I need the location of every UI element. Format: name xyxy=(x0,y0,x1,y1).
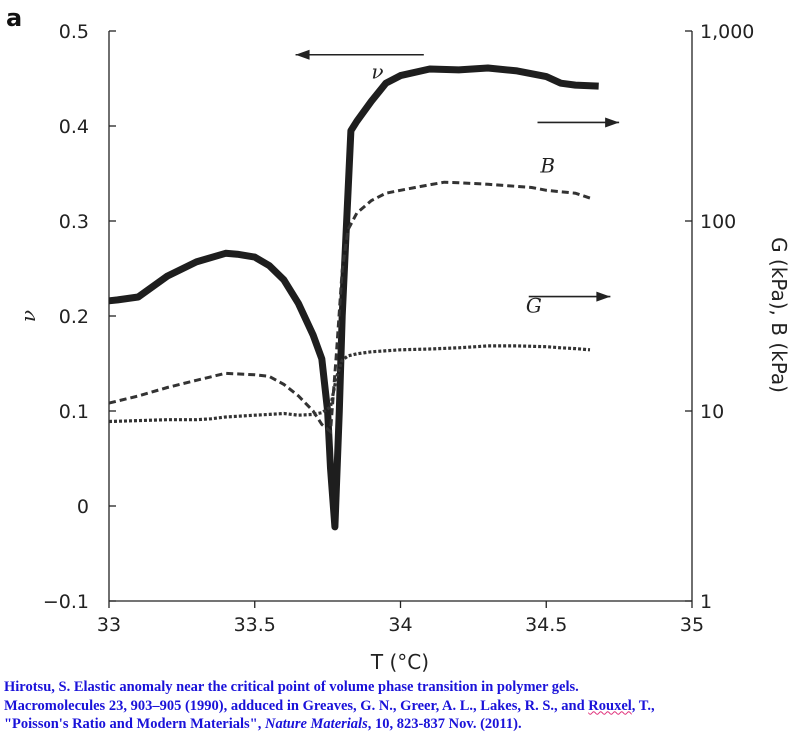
citation-caption: Hirotsu, S. Elastic anomaly near the cri… xyxy=(4,678,784,734)
x-tick-label-33: 33 xyxy=(97,614,121,636)
right-tick-label-100: 100 xyxy=(700,211,736,233)
left-tick-label-0-2: 0.2 xyxy=(59,306,89,328)
axis-arrow-1 xyxy=(537,117,620,128)
chart: 33 33.5 34 34.5 35 −0.1 0 0.1 0.2 0.3 0.4 0.5 1 10 100… xyxy=(6,4,791,674)
left-axis-title: ν xyxy=(16,310,40,322)
right-tick-label-1: 1 xyxy=(700,591,712,613)
caption-line-1: Hirotsu, S. Elastic anomaly near the cri… xyxy=(4,679,579,695)
ticks: 33 33.5 34 34.5 35 −0.1 0 0.1 0.2 0.3 0.4 0.5 1 10 100… xyxy=(43,21,755,636)
caption-line-2-text: Macromolecules 23, 903–905 (1990), adduc… xyxy=(4,697,589,714)
x-axis-title: T (°C) xyxy=(370,650,429,674)
left-tick-label-0-3: 0.3 xyxy=(59,211,89,233)
left-tick-label-0: 0 xyxy=(77,496,89,518)
series-label-nu: ν xyxy=(371,60,383,84)
x-tick-label-34-5: 34.5 xyxy=(525,614,567,636)
caption-title: "Poisson's Ratio and Modern Materials", xyxy=(4,716,265,732)
caption-journal: Nature Materials xyxy=(265,716,368,732)
left-tick-label-0-1: 0.1 xyxy=(59,401,89,423)
right-tick-label-1000: 1,000 xyxy=(700,21,754,43)
right-tick-label-10: 10 xyxy=(700,401,724,423)
right-axis-title: G (kPa), B (kPa) xyxy=(767,237,791,393)
x-tick-label-34: 34 xyxy=(388,614,412,636)
caption-author-rouxel: Rouxel xyxy=(588,697,632,714)
series-label-G: G xyxy=(526,293,542,317)
caption-line-2-end: , T., xyxy=(631,697,655,714)
axes xyxy=(108,31,693,602)
series-line-G xyxy=(108,344,591,424)
series-label-B: B xyxy=(539,153,555,177)
series-line-B xyxy=(108,180,591,435)
annotations: ν B G xyxy=(295,49,620,317)
series-line-nu xyxy=(108,64,599,531)
panel-letter: a xyxy=(6,4,22,32)
left-tick-label-0-1: −0.1 xyxy=(43,591,89,613)
caption-line-2: Macromolecules 23, 903–905 (1990), adduc… xyxy=(4,697,784,716)
left-tick-label-0-4: 0.4 xyxy=(59,116,89,138)
series xyxy=(108,64,599,531)
axis-arrow-0 xyxy=(295,49,424,60)
caption-line-3: "Poisson's Ratio and Modern Materials", … xyxy=(4,715,784,734)
x-tick-label-33-5: 33.5 xyxy=(234,614,276,636)
left-tick-label-0-5: 0.5 xyxy=(59,21,89,43)
axis-arrow-2 xyxy=(528,291,611,302)
caption-volume: , 10, 823-837 Nov. (2011). xyxy=(367,716,522,732)
x-tick-label-35: 35 xyxy=(680,614,704,636)
